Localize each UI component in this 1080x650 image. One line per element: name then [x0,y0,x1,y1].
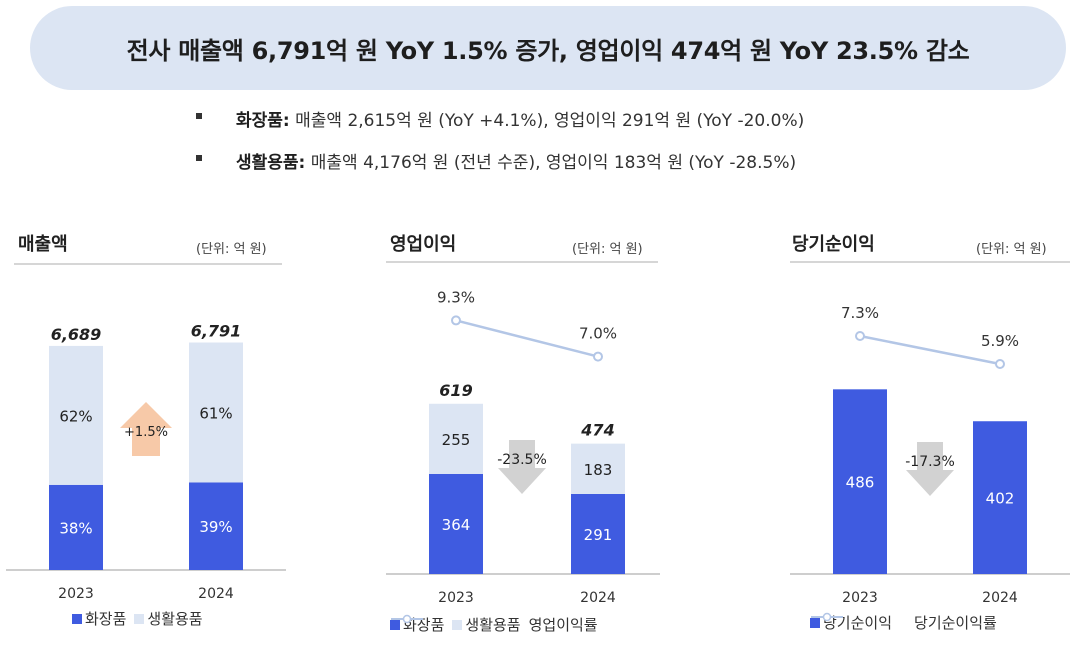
bullet-label: 생활용품: [236,153,306,173]
chart-title: 당기순이익 [792,234,875,255]
x-tick-label: 2023 [842,590,878,606]
chart-legend: 당기순이익 당기순이익률 [810,612,1005,633]
bullet-square-icon [196,155,202,161]
margin-line [859,334,1001,366]
bar-total-label: 474 [580,421,614,440]
x-tick-label: 2024 [580,590,616,606]
margin-label: 7.0% [579,325,617,343]
x-tick-label: 2023 [438,590,474,606]
bar-value-label: 291 [584,526,613,544]
legend-swatch-net-income [810,617,820,628]
bar-value-label: 62% [59,407,92,425]
change-label: -17.3% [905,454,955,470]
bar-segment-primary [429,473,483,574]
bar-segment-secondary [571,443,625,494]
chart-title: 영업이익 [390,234,457,255]
chart-unit: (단위: 억 원) [976,242,1047,257]
legend-label: 당기순이익 [823,614,893,632]
margin-point [995,359,1005,369]
bar-total-label: 6,689 [51,325,102,344]
margin-label: 7.3% [841,304,879,322]
bullet-square-icon [196,113,202,119]
margin-label: 5.9% [981,332,1019,350]
bullet-label: 화장품: [236,111,290,131]
bullet-household: 생활용품: 매출액 4,176억 원 (전년 수준), 영업이익 183억 원 … [196,148,804,190]
legend-label: 당기순이익률 [914,614,997,632]
headline-banner: 전사 매출액 6,791억 원 YoY 1.5% 증가, 영업이익 474억 원… [30,6,1066,90]
bar-segment-primary [973,421,1027,574]
chart-unit: (단위: 억 원) [196,242,267,257]
bar-segment-secondary [189,342,243,483]
legend-item-household: 생활용품 [452,614,521,635]
bullet-text: 매출액 4,176억 원 (전년 수준), 영업이익 183억 원 (YoY -… [310,153,797,173]
chart-unit: (단위: 억 원) [572,242,643,257]
change-down-arrow-icon [906,442,954,496]
bar-value-label: 364 [442,516,471,534]
revenue-chart: 매출액 (단위: 억 원) 38% 62% 6,689 2023 39% 61% 6,791… [0,222,300,642]
bar-segment-primary [833,389,887,574]
chart-title: 매출액 [18,234,68,255]
legend-line-marker-icon [391,614,423,624]
bar-value-label: 61% [199,404,232,422]
change-up-arrow-icon [120,402,172,456]
bar-total-label: 619 [439,381,472,400]
x-tick-label: 2023 [58,586,94,602]
margin-line [455,319,599,358]
bar-segment-primary [49,484,103,570]
legend-line-marker-icon [811,612,843,622]
chart-legend: 화장품 생활용품 [72,608,211,629]
bar-value-label: 255 [442,431,471,449]
bar-value-label: 183 [584,461,613,479]
margin-point [593,351,603,362]
margin-label: 9.3% [437,288,475,306]
change-down-arrow-icon [498,440,546,494]
bar-value-label: 402 [986,490,1015,508]
margin-point [855,331,865,341]
x-tick-label: 2024 [982,590,1018,606]
legend-label: 화장품 [403,616,445,634]
legend-swatch-household [134,613,145,624]
change-label: +1.5% [124,425,168,440]
bar-value-label: 38% [59,519,92,537]
operating-profit-chart: 영업이익 (단위: 억 원) 364 255 619 2023 291 183 474 202… [386,222,686,642]
legend-label: 생활용품 [465,616,521,634]
bar-segment-secondary [49,345,103,485]
legend-item-net-income: 당기순이익 [810,612,892,633]
bar-total-label: 6,791 [191,322,242,341]
legend-swatch-household [452,619,463,630]
net-income-chart-plot: 486 2023 402 2024 7.3% 5.9% -17.3% [790,261,1070,606]
revenue-chart-plot: 38% 62% 6,689 2023 39% 61% 6,791 2024 +1.5% [6,263,286,602]
legend-swatch-cosmetics [72,613,82,624]
legend-label: 생활용품 [147,610,203,628]
legend-item-cosmetics: 화장품 [390,614,444,635]
net-income-chart: 당기순이익 (단위: 억 원) 486 2023 402 2024 7.3% 5.9% -1… [790,222,1080,642]
legend-item-net-margin: 당기순이익률 [811,612,997,633]
bar-segment-primary [571,493,625,574]
bar-segment-primary [189,482,243,570]
x-tick-label: 2024 [198,586,234,602]
legend-item-margin: 영업이익률 [391,614,598,635]
change-label: -23.5% [497,452,547,468]
bar-value-label: 486 [846,474,875,492]
bar-segment-secondary [429,403,483,474]
legend-item-household: 생활용품 [134,608,203,629]
legend-item-cosmetics: 화장품 [72,608,126,629]
legend-label: 영업이익률 [528,616,598,634]
margin-point [451,315,461,326]
legend-label: 화장품 [85,610,127,628]
chart-legend: 화장품 생활용품 영업이익률 [390,614,606,635]
operating-profit-chart-plot: 364 255 619 2023 291 183 474 2024 9.3% 7.0% -23.5% [386,261,660,606]
bullet-text: 매출액 2,615억 원 (YoY +4.1%), 영업이익 291억 원 (Y… [295,111,805,131]
bar-value-label: 39% [199,518,232,536]
bullet-cosmetics: 화장품: 매출액 2,615억 원 (YoY +4.1%), 영업이익 291억… [196,106,804,148]
headline-text: 전사 매출액 6,791억 원 YoY 1.5% 증가, 영업이익 474억 원… [126,36,970,65]
summary-bullets: 화장품: 매출액 2,615억 원 (YoY +4.1%), 영업이익 291억… [196,106,804,190]
legend-swatch-cosmetics [390,619,400,630]
